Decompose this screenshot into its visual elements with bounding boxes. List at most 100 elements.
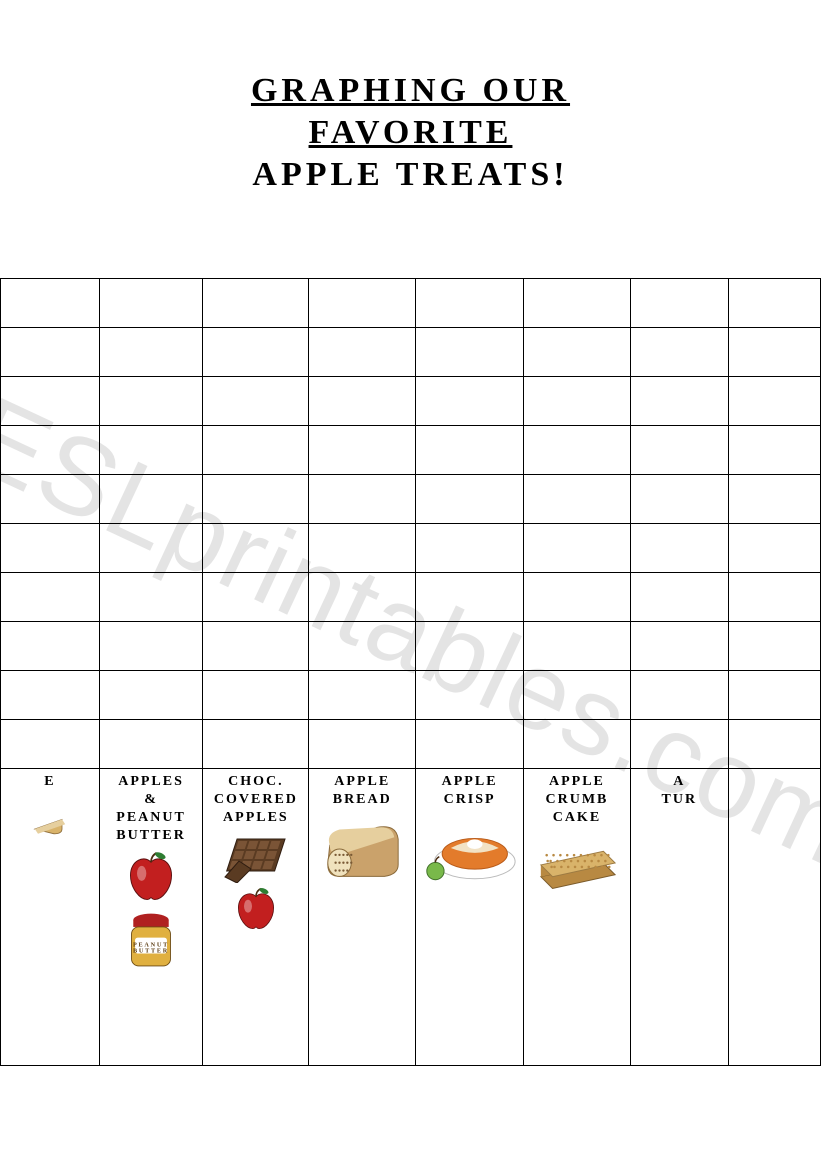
- grid-cell: [99, 475, 203, 524]
- grid-cell: [630, 377, 728, 426]
- grid-cell: [99, 377, 203, 426]
- page-title: GRAPHING OUR FAVORITE APPLE TREATS!: [0, 0, 821, 196]
- grid-cell: [1, 328, 100, 377]
- svg-text:BUTTER: BUTTER: [133, 948, 169, 955]
- category-label: E: [4, 773, 96, 791]
- grid-cell: [99, 720, 203, 769]
- grid-cell: [630, 671, 728, 720]
- grid-cell: [728, 279, 820, 328]
- grid-cell: [416, 426, 524, 475]
- title-line-3: APPLE TREATS!: [252, 156, 568, 193]
- grid-cell: [416, 328, 524, 377]
- grid-cell: [524, 720, 631, 769]
- category-label: APPLECRISP: [419, 773, 520, 809]
- grid-cell: [1, 671, 100, 720]
- grid-cell: [309, 671, 416, 720]
- category-cell: E: [1, 769, 100, 1066]
- category-cell: [728, 769, 820, 1066]
- grid-cell: [203, 377, 309, 426]
- grid-cell: [524, 328, 631, 377]
- grid-cell: [630, 720, 728, 769]
- grid-cell: [99, 328, 203, 377]
- category-label: APPLES&PEANUTBUTTER: [103, 773, 200, 845]
- grid-cell: [416, 377, 524, 426]
- grid-cell: [1, 426, 100, 475]
- grid-cell: [203, 671, 309, 720]
- grid-cell: [630, 573, 728, 622]
- grid-cell: [1, 524, 100, 573]
- grid-cell: [630, 279, 728, 328]
- category-icon-box: [312, 815, 412, 885]
- grid-cell: [728, 377, 820, 426]
- peanut-butter-jar-icon: PEANUT BUTTER: [123, 911, 179, 973]
- apple-crisp-icon: [422, 815, 518, 883]
- grid-cell: [99, 279, 203, 328]
- grid-cell: [524, 377, 631, 426]
- grid-cell: [728, 524, 820, 573]
- grid-cell: [728, 573, 820, 622]
- bread-loaf-icon: [318, 815, 406, 885]
- grid-cell: [524, 671, 631, 720]
- grid-cell: [416, 279, 524, 328]
- grid-cell: [309, 426, 416, 475]
- category-label: APPLECRUMBCAKE: [527, 773, 627, 827]
- grid-cell: [630, 328, 728, 377]
- grid-cell: [416, 475, 524, 524]
- grid-cell: [728, 328, 820, 377]
- grid-cell: [203, 720, 309, 769]
- graph-table: E APPLES&PEANUTBUTTER PEANUT BUTTER CHOC…: [0, 278, 821, 1066]
- grid-cell: [416, 524, 524, 573]
- crumb-cake-icon: [533, 833, 621, 893]
- category-label: APPLEBREAD: [312, 773, 412, 809]
- category-icon-box: [206, 833, 305, 935]
- grid-cell: [203, 328, 309, 377]
- grid-cell: [309, 475, 416, 524]
- category-cell: CHOC.COVEREDAPPLES: [203, 769, 309, 1066]
- grid-cell: [203, 524, 309, 573]
- grid-cell: [309, 328, 416, 377]
- grid-cell: [728, 671, 820, 720]
- grid-cell: [203, 475, 309, 524]
- category-cell: APPLECRISP: [416, 769, 524, 1066]
- grid-cell: [630, 622, 728, 671]
- grid-cell: [309, 622, 416, 671]
- category-cell: APPLES&PEANUTBUTTER PEANUT BUTTER: [99, 769, 203, 1066]
- grid-cell: [1, 622, 100, 671]
- grid-cell: [99, 671, 203, 720]
- grid-cell: [99, 426, 203, 475]
- grid-cell: [309, 524, 416, 573]
- grid-cell: [524, 475, 631, 524]
- grid-cell: [99, 573, 203, 622]
- grid-cell: [728, 720, 820, 769]
- grid-cell: [728, 426, 820, 475]
- grid-cell: [99, 622, 203, 671]
- grid-cell: [416, 573, 524, 622]
- grid-cell: [1, 475, 100, 524]
- category-label: ATUR: [634, 773, 725, 809]
- grid-cell: [630, 426, 728, 475]
- grid-cell: [203, 622, 309, 671]
- grid-cell: [630, 475, 728, 524]
- grid-cell: [524, 279, 631, 328]
- grid-cell: [203, 279, 309, 328]
- category-icon-box: [419, 815, 520, 883]
- grid-cell: [309, 279, 416, 328]
- grid-cell: [203, 573, 309, 622]
- category-cell: APPLECRUMBCAKE: [524, 769, 631, 1066]
- grid-cell: [1, 377, 100, 426]
- grid-cell: [524, 524, 631, 573]
- grid-cell: [1, 279, 100, 328]
- grid-cell: [203, 426, 309, 475]
- grid-cell: [630, 524, 728, 573]
- pie-slice-icon: [30, 797, 70, 837]
- grid-cell: [524, 426, 631, 475]
- grid-cell: [1, 573, 100, 622]
- grid-cell: [524, 573, 631, 622]
- grid-cell: [309, 377, 416, 426]
- grid-cell: [309, 720, 416, 769]
- category-icon-box: PEANUT BUTTER: [103, 851, 200, 973]
- grid-cell: [524, 622, 631, 671]
- grid-cell: [728, 622, 820, 671]
- grid-cell: [416, 671, 524, 720]
- grid-cell: [416, 622, 524, 671]
